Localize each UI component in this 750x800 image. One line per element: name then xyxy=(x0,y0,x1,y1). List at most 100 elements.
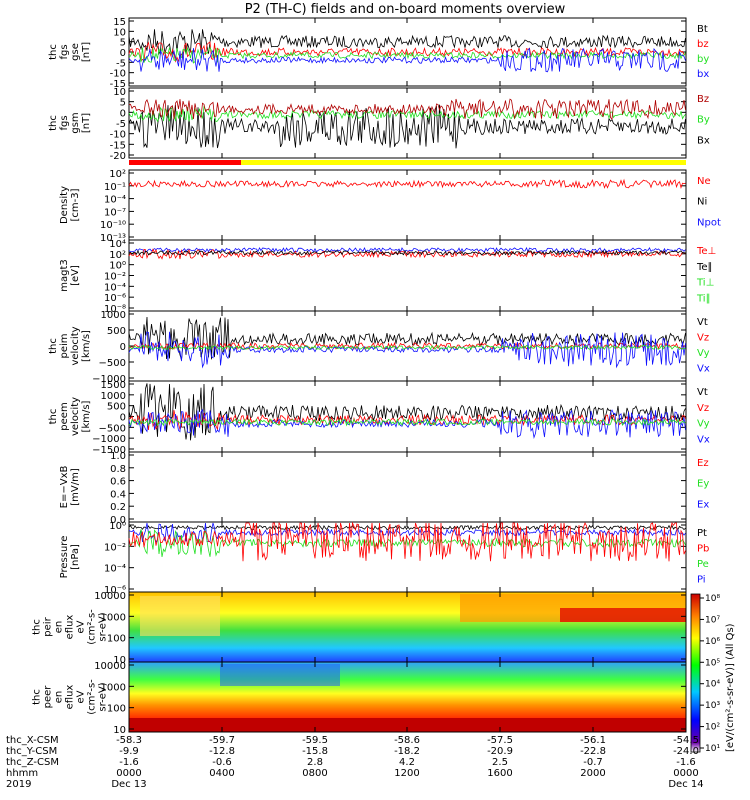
y-tick-label: 0.0 xyxy=(110,515,126,526)
y-tick-label: 10⁰ xyxy=(109,521,126,532)
y-axis-label: [cm-3] xyxy=(70,188,81,221)
legend-Pb: Pb xyxy=(697,544,709,555)
y-axis-label: peer xyxy=(43,685,54,709)
x-row-value: -59.7 xyxy=(209,735,235,746)
x-row-label: thc_Y-CSM xyxy=(6,746,57,757)
x-row-value: -15.8 xyxy=(302,746,328,757)
y-axis-label: [km/s] xyxy=(81,330,92,362)
legend-By: By xyxy=(697,115,710,126)
panel-peir: 10000 1000 100 10 thc peir en eflux eV (cm²-s-sr-… xyxy=(32,591,687,666)
y-tick-label: 0.8 xyxy=(110,464,126,475)
y-axis-label: magt3 xyxy=(59,259,70,292)
y-tick-label: 10⁰ xyxy=(109,261,126,272)
y-tick-label: 10⁻⁷ xyxy=(104,207,126,218)
legend-Ni: Ni xyxy=(697,197,707,208)
y-tick-label: 10 xyxy=(113,725,126,736)
x-row-value: -57.5 xyxy=(487,735,513,746)
y-tick-label: 10⁴ xyxy=(109,239,126,250)
y-axis-label: velocity xyxy=(70,326,81,365)
y-tick-label: 0 xyxy=(120,108,126,119)
y-axis-label: thc xyxy=(32,619,43,635)
x-row-label: hhmm xyxy=(6,768,38,779)
trace-pressure-1 xyxy=(128,522,686,544)
legend-Ti⊥: Ti⊥ xyxy=(696,278,714,289)
legend-Pi: Pi xyxy=(697,575,706,586)
y-tick-label: -5 xyxy=(116,119,126,130)
trace-pressure-0 xyxy=(128,524,686,531)
x-row-label: thc_X-CSM xyxy=(6,735,59,746)
y-tick-label: 10000 xyxy=(94,591,126,602)
y-axis-label: sr-eV) xyxy=(98,682,109,711)
panel-frame xyxy=(128,380,687,453)
x-row-label: thc_Z-CSM xyxy=(6,757,59,768)
trace-pressure-2 xyxy=(129,529,686,557)
x-row-value: -0.7 xyxy=(583,757,603,768)
y-tick-label: 1000 xyxy=(101,612,126,623)
y-tick-label: 10² xyxy=(109,250,126,261)
legend-Ez: Ez xyxy=(697,458,709,469)
y-tick-label: 0 xyxy=(120,342,126,353)
panel-peim: 1000 500 0 −500 −1000 thc peim velocity [km/s] Vt… xyxy=(48,310,710,385)
x-row-value: -0.6 xyxy=(212,757,232,768)
legend-Npot: Npot xyxy=(697,217,721,228)
x-row-value: -56.1 xyxy=(580,735,606,746)
y-tick-label: 1000 xyxy=(101,391,126,402)
legend-Vz: Vz xyxy=(697,333,709,344)
y-axis-label: (cm²-s- xyxy=(87,609,98,645)
y-tick-label: −500 xyxy=(99,358,126,369)
legend-Ti∥: Ti∥ xyxy=(696,293,711,304)
trace-temp-0 xyxy=(128,246,686,253)
legend-Bz: Bz xyxy=(697,94,709,105)
y-axis-label: thc xyxy=(48,338,59,354)
y-axis-label: sr-eV) xyxy=(98,612,109,641)
legend-Bx: Bx xyxy=(697,135,710,146)
x-row-value: 2.5 xyxy=(492,757,508,768)
colorbar-ticks: 10⁸ 10⁷ 10⁶ 10⁵ 10⁴ 10³ 10² 10¹ xyxy=(700,594,720,754)
y-tick-label: 0 xyxy=(120,48,126,59)
legend-Vy: Vy xyxy=(697,419,710,430)
y-tick-label: 0.6 xyxy=(110,477,126,488)
x-row-label: 2019 xyxy=(6,779,31,790)
x-row-value: -1.6 xyxy=(676,757,696,768)
y-tick-label: 1500 xyxy=(101,380,126,391)
colorbar-tick-label: 10⁵ xyxy=(705,658,720,668)
y-tick-label: -20 xyxy=(110,151,126,162)
trace-peim-3 xyxy=(128,344,686,351)
y-tick-label: -5 xyxy=(116,58,126,69)
legend-Pe: Pe xyxy=(697,559,709,570)
y-tick-label: −500 xyxy=(99,423,126,434)
y-tick-label: -10 xyxy=(110,130,126,141)
y-axis-label: eflux xyxy=(65,615,76,640)
x-row-value: 0000 xyxy=(116,768,141,779)
y-tick-label: 1000 xyxy=(101,310,126,321)
y-axis-label: peir xyxy=(43,616,54,636)
y-tick-label: 10⁻⁴ xyxy=(104,195,126,206)
panel-frame xyxy=(128,169,687,241)
y-axis-label: fgs xyxy=(59,44,70,59)
y-tick-label: 10⁻¹³ xyxy=(100,233,126,244)
y-tick-label: -10 xyxy=(110,69,126,80)
legend-Te⊥: Te⊥ xyxy=(696,246,716,257)
x-row-value: -20.9 xyxy=(487,746,513,757)
panel-frame xyxy=(128,87,687,159)
y-tick-label: 0.4 xyxy=(110,489,126,500)
x-row-value: 0800 xyxy=(302,768,327,779)
panel-peer: 10000 1000 100 10 thc peer en eflux eV (cm²-s-sr-… xyxy=(32,661,687,736)
y-tick-label: -15 xyxy=(110,140,126,151)
y-axis-label: E=−VxB xyxy=(59,466,70,509)
y-axis-label: en xyxy=(54,621,65,634)
y-axis-label: thc xyxy=(32,689,43,705)
y-axis-label: gse xyxy=(70,43,81,61)
x-axis-labels: thc_X-CSM -58.3 -59.7 -59.5 -58.6 -57.5 -56.1-… xyxy=(6,735,704,790)
y-axis-label: [nT] xyxy=(81,113,92,133)
y-axis-label: velocity xyxy=(70,397,81,436)
peer-low-energy-band xyxy=(129,718,686,732)
y-tick-label: 10⁻¹ xyxy=(104,182,126,193)
y-axis-label: thc xyxy=(48,409,59,425)
trace-peem-2 xyxy=(128,408,686,439)
y-tick-label: 100 xyxy=(107,704,126,715)
colorbar-tick-label: 10⁶ xyxy=(705,637,720,647)
peir-hot-core xyxy=(560,608,686,622)
